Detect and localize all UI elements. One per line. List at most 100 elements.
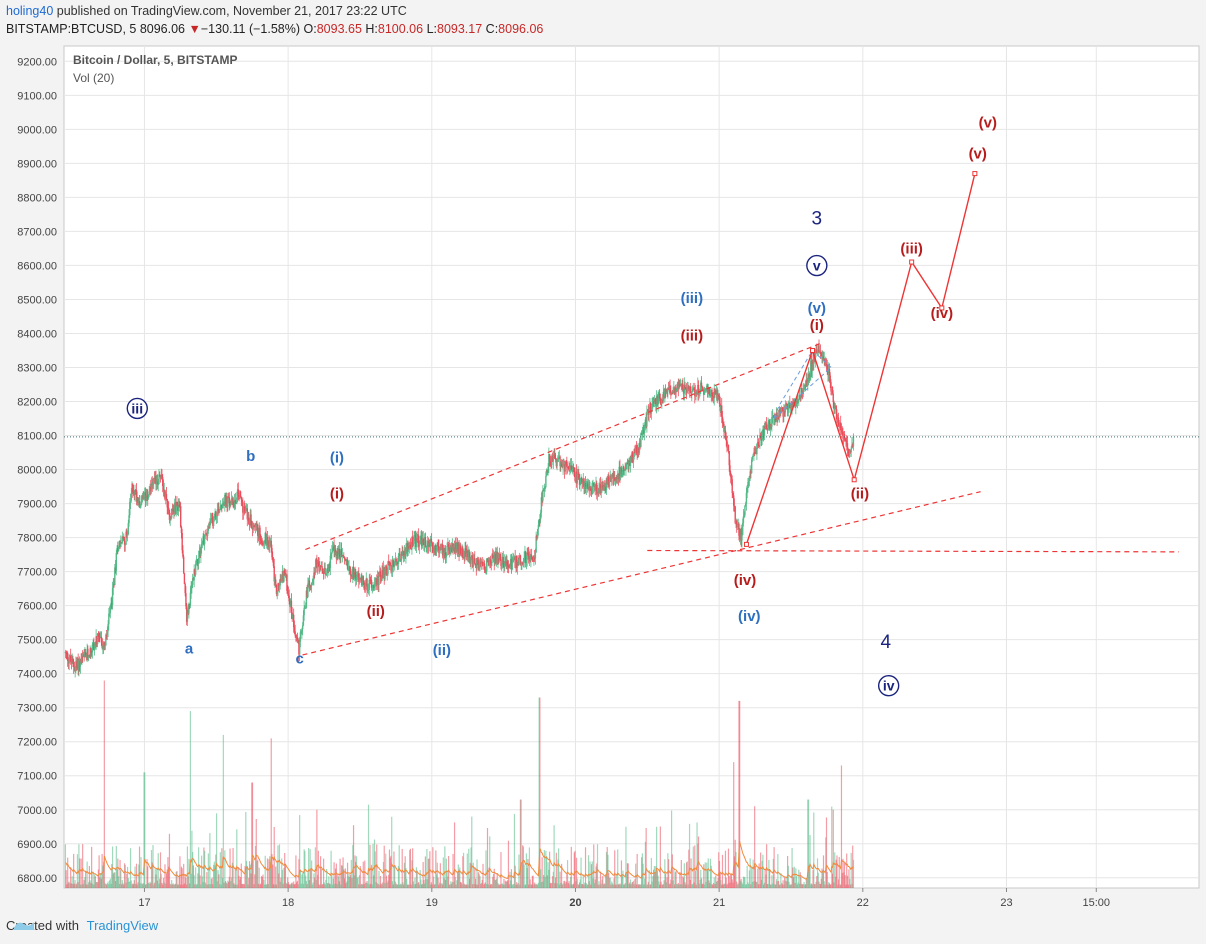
candle-body [561, 466, 564, 468]
candle-body [95, 636, 97, 646]
candle-body [615, 477, 617, 481]
volume-bar [786, 855, 789, 888]
volume-bar [519, 884, 521, 888]
candle-body [711, 389, 713, 396]
volume-bar [820, 878, 822, 888]
volume-bar [662, 884, 664, 888]
volume-bar [783, 884, 785, 888]
volume-bar [672, 880, 674, 888]
candle-body [660, 403, 662, 405]
candle-body [195, 559, 198, 564]
volume-bar [537, 884, 539, 888]
candle-body [118, 541, 121, 548]
candle-body [228, 497, 231, 504]
candle-body [741, 534, 743, 541]
candle-body [412, 543, 415, 546]
author-link[interactable]: holing40 [6, 4, 54, 18]
volume-bar [204, 882, 206, 888]
volume-bar [207, 853, 209, 888]
volume-bar [315, 879, 317, 888]
candle-body [355, 576, 358, 581]
candle-body [743, 515, 745, 517]
candle-body [480, 562, 482, 564]
volume-bar [260, 876, 263, 888]
volume-bar [228, 876, 230, 888]
candle-body [110, 602, 112, 609]
candle-body [474, 563, 477, 565]
volume-bar [68, 881, 70, 888]
volume-bar [103, 861, 105, 888]
volume-bar [114, 872, 116, 888]
candle-body [710, 389, 712, 396]
volume-bar [849, 878, 851, 888]
quote-line: BITSTAMP:BTCUSD, 5 8096.06 ▼−130.11 (−1.… [6, 22, 543, 36]
candle-body [721, 416, 724, 423]
volume-bar [88, 882, 90, 888]
candle-body [93, 643, 95, 651]
volume-bar [275, 884, 278, 888]
volume-bar [485, 850, 487, 888]
candle-body [577, 472, 579, 474]
volume-bar [514, 865, 516, 888]
volume-bar [294, 883, 296, 888]
candle-body [375, 578, 377, 582]
volume-bar [557, 859, 559, 888]
volume-bar [795, 876, 798, 888]
volume-bar [242, 883, 244, 888]
candle-body [804, 384, 807, 387]
volume-bar [267, 884, 269, 888]
volume-bar [293, 881, 295, 888]
x-tick-label: 17 [138, 897, 150, 909]
candle-body [251, 527, 253, 529]
volume-bar [79, 884, 82, 888]
volume-bar [684, 882, 686, 888]
candle-body [529, 555, 531, 562]
candle-body [208, 526, 210, 529]
candle-body [190, 588, 192, 593]
candle-body [635, 445, 638, 449]
volume-bar [546, 856, 548, 888]
candle-body [717, 395, 719, 399]
candle-body [728, 451, 730, 466]
volume-bar [650, 884, 652, 888]
candle-body [419, 540, 421, 545]
volume-bar [69, 883, 71, 888]
volume-bar [523, 864, 525, 888]
volume-bar [430, 882, 432, 888]
volume-bar [670, 810, 673, 888]
candle-body [620, 468, 622, 477]
volume-bar [515, 884, 517, 888]
candle-body [438, 546, 440, 554]
candle-body [566, 466, 569, 468]
volume-bar [562, 883, 564, 888]
plot-area[interactable] [63, 45, 1200, 889]
candle-body [179, 506, 182, 527]
price-chart[interactable]: iiiabc(i)(i)(ii)(ii)(iii)(iii)(iv)(iv)3v… [0, 40, 1206, 910]
volume-bar [323, 882, 325, 888]
tradingview-brand-link[interactable]: TradingView [86, 918, 159, 933]
volume-bar [687, 884, 689, 888]
volume-bar [812, 869, 814, 888]
candle-body [463, 556, 466, 560]
volume-bar [264, 855, 266, 888]
candle-body [289, 601, 291, 607]
candle-body [225, 496, 228, 503]
candle-body [586, 483, 588, 487]
candle-body [624, 469, 626, 471]
candle-body [347, 568, 350, 570]
volume-bar [180, 866, 183, 888]
volume-bar [175, 871, 177, 888]
volume-bar [320, 856, 322, 888]
candle-body [727, 445, 729, 448]
volume-bar [715, 875, 717, 888]
candle-body [543, 489, 546, 491]
volume-bar [103, 680, 105, 888]
candle-body [304, 607, 307, 609]
volume-bar [642, 863, 644, 888]
volume-bar [520, 799, 522, 888]
chart-container[interactable]: iii a b c (i) (i) (ii) (ii) (iii) (iii) (iv) (iv) 3 v… [0, 40, 1206, 910]
candles [64, 339, 855, 678]
volume-bar [601, 879, 603, 888]
volume-bar [626, 872, 628, 888]
candle-body [564, 461, 567, 472]
